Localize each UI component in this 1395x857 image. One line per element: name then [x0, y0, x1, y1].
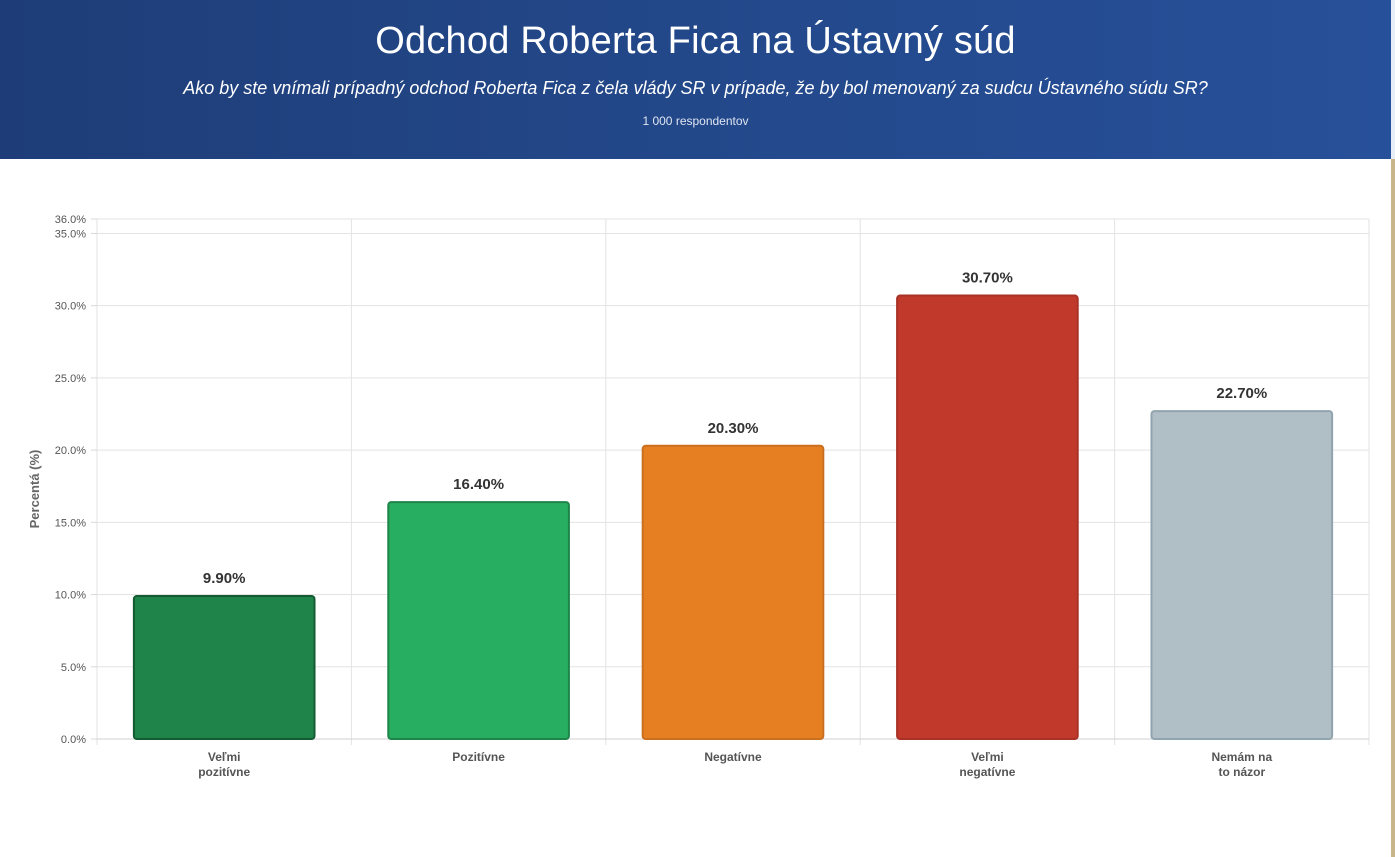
- x-tick-label: negatívne: [959, 765, 1015, 779]
- x-tick-label: pozitívne: [198, 765, 250, 779]
- axes: 0.0% 5.0% 10.0% 15.0% 20.0% 25.0% 30.0% 35.0% 36…: [27, 214, 1369, 746]
- x-tick-label: Pozitívne: [452, 750, 505, 764]
- page-edge-top: [1391, 0, 1395, 159]
- bar: [387, 501, 570, 740]
- bar: [896, 294, 1079, 741]
- labels: 9.90%Veľmipozitívne16.40%Pozitívne20.30%…: [198, 270, 1272, 779]
- survey-question: Ako by ste vnímali prípadný odchod Rober…: [183, 78, 1208, 98]
- y-axis-title: Percentá (%): [27, 450, 42, 529]
- data-label: 22.70%: [1216, 385, 1267, 402]
- y-tick-label: 25.0%: [55, 373, 86, 385]
- data-label: 20.30%: [708, 420, 759, 437]
- header-banner: Odchod Roberta Fica na Ústavný súd Ako b…: [0, 0, 1391, 159]
- bar: [132, 595, 316, 740]
- respondent-count: 1 000 respondentov: [642, 114, 749, 128]
- bar: [641, 444, 825, 740]
- y-tick-label: 20.0%: [55, 445, 86, 457]
- y-tick-label: 5.0%: [61, 662, 86, 674]
- data-label: 30.70%: [962, 270, 1013, 287]
- page-title: Odchod Roberta Fica na Ústavný súd: [375, 20, 1016, 62]
- x-tick-label: to názor: [1218, 765, 1265, 779]
- y-tick-label: 36.0%: [55, 214, 86, 226]
- bar-chart: 0.0% 5.0% 10.0% 15.0% 20.0% 25.0% 30.0% 35.0% 36…: [27, 214, 1370, 779]
- y-tick-label: 15.0%: [55, 517, 86, 529]
- x-tick-label: Nemám na: [1211, 750, 1272, 764]
- chart-area: 0.0% 5.0% 10.0% 15.0% 20.0% 25.0% 30.0% 35.0% 36…: [0, 159, 1391, 857]
- data-label: 9.90%: [203, 570, 246, 587]
- y-tick-label: 10.0%: [55, 590, 86, 602]
- y-tick-label: 30.0%: [55, 301, 86, 313]
- x-tick-label: Negatívne: [704, 750, 762, 764]
- page-edge: [1391, 0, 1395, 857]
- bars: [132, 294, 1334, 741]
- bar: [1150, 410, 1334, 740]
- x-tick-label: Veľmi: [971, 750, 1004, 764]
- y-tick-label: 35.0%: [55, 228, 86, 240]
- data-label: 16.40%: [453, 476, 504, 493]
- y-tick-label: 0.0%: [61, 734, 86, 746]
- x-tick-label: Veľmi: [208, 750, 241, 764]
